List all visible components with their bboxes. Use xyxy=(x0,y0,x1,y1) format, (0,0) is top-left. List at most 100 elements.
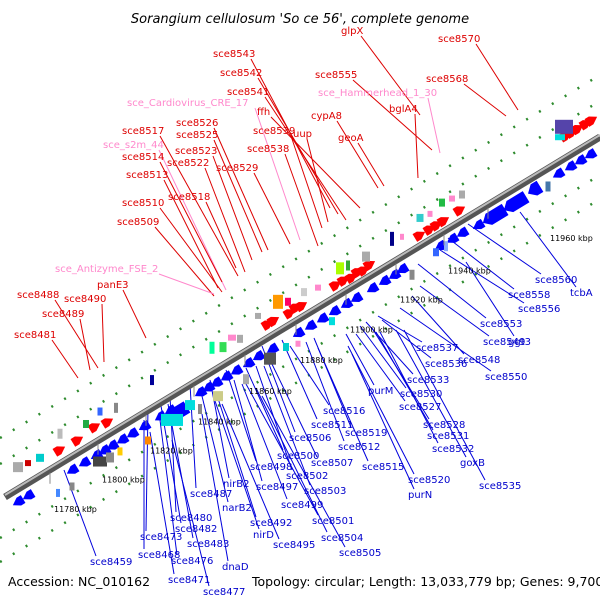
gene-label: sce8503 xyxy=(304,486,346,497)
reverse-gene-arrow xyxy=(366,282,380,293)
gene-label: sce8555 xyxy=(315,70,357,81)
gene-label: sce8487 xyxy=(190,489,232,500)
callout-line xyxy=(245,383,319,516)
tick-label: 11920 kbp xyxy=(400,295,443,304)
reverse-gene-arrow xyxy=(126,427,140,438)
reverse-gene-arrow xyxy=(503,191,530,213)
forward-gene-arrow xyxy=(452,206,466,217)
forward-callout-lines xyxy=(51,35,519,379)
reverse-gene-arrow xyxy=(252,349,266,361)
callout-line xyxy=(201,413,229,562)
reverse-gene-arrow xyxy=(552,167,566,178)
misc-feature-marker xyxy=(185,400,195,411)
reverse-gene-arrow xyxy=(396,262,410,274)
misc-feature-marker xyxy=(56,488,60,497)
forward-gene-arrow xyxy=(266,316,280,328)
misc-feature-marker xyxy=(409,269,415,280)
callout-line xyxy=(467,223,542,275)
misc-feature-marker xyxy=(273,294,283,309)
gene-label: sce8482 xyxy=(175,524,217,535)
gene-label: sce8518 xyxy=(168,192,210,203)
gene-label: sce8530 xyxy=(400,389,442,400)
callout-line xyxy=(254,107,301,241)
reverse-gene-arrow xyxy=(574,154,588,165)
callout-line xyxy=(519,211,577,288)
tick-label: 11780 kbp xyxy=(54,505,97,514)
misc-feature-marker xyxy=(336,262,344,275)
callout-line xyxy=(101,303,105,363)
misc-feature-marker xyxy=(444,241,448,252)
gene-label: sce8495 xyxy=(273,540,315,551)
gene-label: sce8517 xyxy=(122,126,164,137)
callout-line xyxy=(355,333,406,402)
callout-line xyxy=(264,96,347,221)
forward-gene-arrow xyxy=(87,423,101,434)
callout-line xyxy=(357,142,385,187)
callout-line xyxy=(122,289,147,339)
reverse-gene-arrow xyxy=(78,456,92,467)
gene-label: sce_Cardiovirus_CRE_17 xyxy=(127,98,248,109)
callout-line xyxy=(154,226,215,297)
misc-feature-marker xyxy=(459,190,465,199)
reverse-gene-arrow xyxy=(116,433,130,444)
gene-label: sce8501 xyxy=(312,516,354,527)
tick-label: 11960 kbp xyxy=(550,234,593,243)
gene-label: sce8570 xyxy=(438,34,480,45)
gene-label: geoA xyxy=(338,133,364,144)
misc-feature-marker xyxy=(117,447,123,456)
misc-feature-marker xyxy=(315,284,321,291)
misc-feature-marker xyxy=(362,251,370,262)
gene-label: sce8506 xyxy=(289,433,331,444)
gene-label: sce8528 xyxy=(423,420,465,431)
gene-label: sce8568 xyxy=(426,74,468,85)
callout-line xyxy=(205,201,237,269)
callout-line xyxy=(289,345,330,406)
forward-gene-arrow xyxy=(52,446,66,457)
gene-label: nirB2 xyxy=(223,479,249,490)
callout-line xyxy=(225,369,257,462)
callout-line xyxy=(215,391,257,518)
reverse-gene-arrow xyxy=(456,226,470,237)
accession-text: Accession: NC_010162 xyxy=(8,574,151,589)
dotted-guide-line xyxy=(0,99,600,466)
callout-line xyxy=(351,353,415,490)
callout-line xyxy=(360,35,421,116)
gene-label: sce8502 xyxy=(286,471,328,482)
forward-gene-arrow xyxy=(584,116,598,127)
tick-label: 11820 kbp xyxy=(150,447,193,456)
callout-line xyxy=(221,403,280,540)
callout-line xyxy=(253,172,291,245)
reverse-gene-labels: sce8560tcbAsce8558sce8556sce8553sce8549g… xyxy=(90,275,593,598)
gene-label: uup xyxy=(293,129,312,140)
misc-feature-marker xyxy=(150,375,154,386)
misc-feature-marker xyxy=(213,391,223,402)
reverse-gene-arrow xyxy=(292,326,306,338)
gene-label: goxB xyxy=(460,458,485,469)
gene-label: sce8505 xyxy=(339,548,381,559)
callout-line xyxy=(352,79,433,151)
callout-line xyxy=(359,325,407,389)
callout-line xyxy=(414,113,419,179)
callout-line xyxy=(336,120,379,189)
gene-label: sce8513 xyxy=(126,170,168,181)
gene-label: sce8525 xyxy=(176,130,218,141)
callout-line xyxy=(158,149,227,291)
gene-label: tcbA xyxy=(570,288,593,299)
forward-gene-arrow xyxy=(336,276,350,287)
callout-line xyxy=(465,261,515,337)
misc-feature-marker xyxy=(555,134,565,141)
gene-label: cypA8 xyxy=(311,111,342,122)
gene-label: sce8560 xyxy=(535,275,577,286)
misc-feature-marker xyxy=(93,456,107,467)
misc-feature-marker xyxy=(283,342,289,351)
misc-feature-marker xyxy=(390,231,394,246)
callout-line xyxy=(281,339,318,420)
gene-label: sce8537 xyxy=(416,343,458,354)
forward-gene-arrow xyxy=(362,260,376,272)
misc-feature-marker xyxy=(449,195,455,202)
gene-label: sce8548 xyxy=(458,355,500,366)
tick-label: 11860 kbp xyxy=(249,387,292,396)
gene-label: sce8526 xyxy=(176,118,218,129)
callout-line xyxy=(204,167,246,273)
gene-label: sce8477 xyxy=(203,587,245,598)
